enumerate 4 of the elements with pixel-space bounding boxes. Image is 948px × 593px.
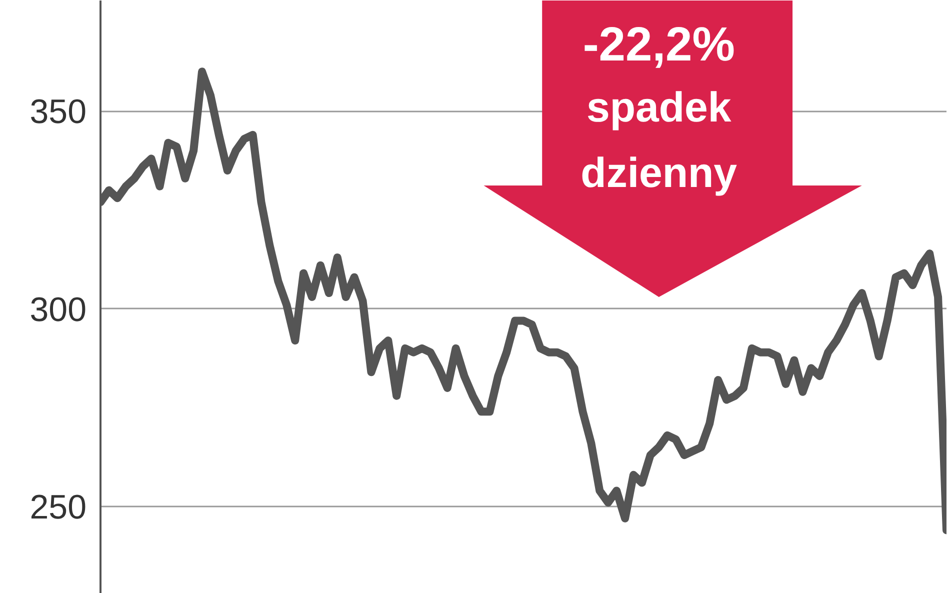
y-tick-label: 350 (30, 93, 87, 132)
y-tick-label: 300 (30, 290, 87, 329)
annotation: -22,2% spadek dzienny (580, 18, 738, 196)
y-tick-label: 250 (30, 488, 87, 527)
